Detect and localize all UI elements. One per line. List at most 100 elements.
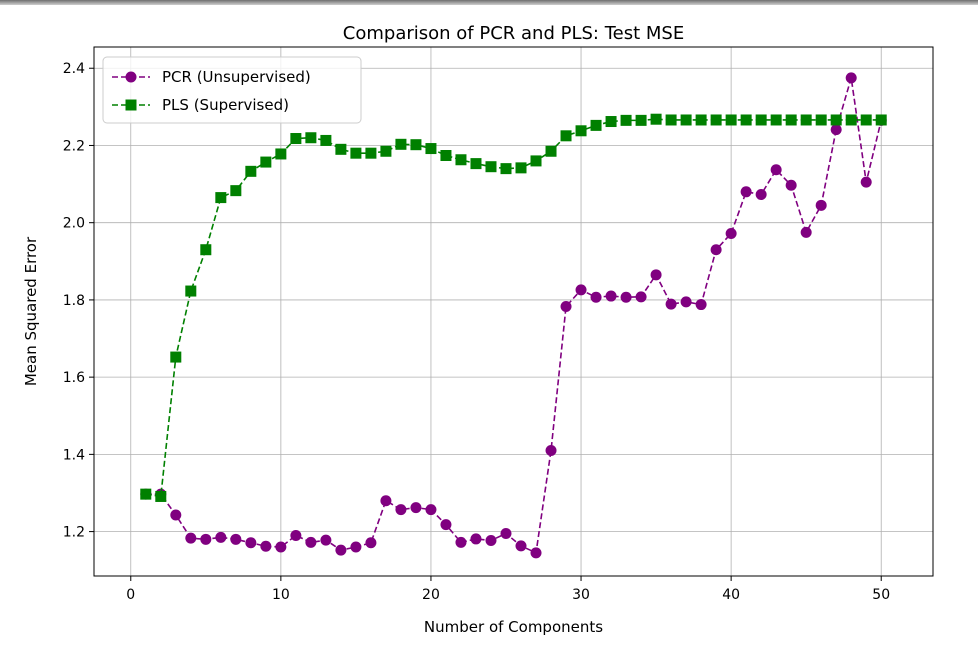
- series-pcr-point: [830, 124, 842, 136]
- series-pls-point: [305, 132, 317, 144]
- series-pls-point: [170, 351, 182, 363]
- series-pcr-point: [560, 300, 572, 312]
- series-pcr-point: [515, 540, 527, 552]
- series-pcr-point: [305, 536, 317, 548]
- series-pls-point: [575, 125, 587, 137]
- series-pls-point: [845, 114, 857, 126]
- plot-frame: [93, 46, 934, 577]
- y-tick-label: 1.6: [63, 370, 85, 386]
- series-pcr-point: [230, 533, 242, 545]
- series-pls-point: [755, 114, 767, 126]
- series-pcr-point: [665, 298, 677, 310]
- series-pls-point: [680, 114, 692, 126]
- series-pcr-point: [605, 290, 617, 302]
- y-tick-label: 1.8: [63, 293, 85, 309]
- legend-pls-marker: [125, 99, 137, 111]
- y-tick-label: 2.4: [63, 61, 85, 77]
- series-pcr-point: [620, 291, 632, 303]
- series-pls-point: [410, 139, 422, 151]
- series-pls-point: [290, 133, 302, 145]
- series-pcr-point: [380, 495, 392, 507]
- series-pls-point: [530, 155, 542, 167]
- series-pls-point: [695, 114, 707, 126]
- series-pcr-point: [260, 540, 272, 552]
- x-axis-label: Number of Components: [424, 618, 603, 636]
- x-tick-label: 40: [722, 587, 740, 603]
- series-pcr-point: [725, 228, 737, 240]
- legend-entry-pls: PLS (Supervised): [112, 96, 289, 114]
- x-tick-label: 50: [872, 587, 890, 603]
- grid: [94, 47, 933, 576]
- series-pcr-point: [290, 529, 302, 541]
- legend-pcr-label: PCR (Unsupervised): [162, 68, 311, 86]
- series-pls-point: [815, 114, 827, 126]
- series-pls-point: [380, 145, 392, 157]
- series-pcr-point: [170, 509, 182, 521]
- series-pcr-point: [590, 291, 602, 303]
- y-tick-label: 2.2: [63, 138, 85, 154]
- series-pcr-point: [650, 269, 662, 281]
- series-pls-point: [590, 119, 602, 131]
- series-pls-point: [500, 163, 512, 175]
- series-pcr-point: [215, 531, 227, 543]
- series-pls-point: [140, 488, 152, 500]
- series-pcr-point: [575, 284, 587, 296]
- series-pls-point: [200, 244, 212, 256]
- series-pls-point: [485, 161, 497, 173]
- series-pls-point: [230, 185, 242, 197]
- series-pcr-point: [485, 534, 497, 546]
- series-pls-point: [770, 114, 782, 126]
- series-pls-point: [425, 143, 437, 155]
- series-pcr-point: [815, 199, 827, 211]
- ticks: 0 10 20 30 40 50 1.2 1.4 1.6 1.8 2.0 2.2 2.4: [63, 61, 890, 603]
- x-tick-label: 20: [422, 587, 440, 603]
- series-pls-point: [215, 192, 227, 204]
- series-pcr-point: [245, 537, 257, 549]
- series-pcr-point: [680, 296, 692, 308]
- series-pcr-point: [740, 186, 752, 198]
- series-pls-point: [605, 116, 617, 128]
- window-top-edge: [0, 0, 978, 5]
- series-pcr-point: [635, 291, 647, 303]
- series-pls-point: [440, 150, 452, 162]
- series-pls-point: [335, 143, 347, 155]
- series-pls-point: [260, 156, 272, 168]
- legend-entry-pcr: PCR (Unsupervised): [112, 68, 311, 86]
- series-pls-point: [365, 147, 377, 159]
- series-pcr-point: [200, 533, 212, 545]
- series-pls-point: [620, 114, 632, 126]
- y-tick-label: 1.2: [63, 525, 85, 541]
- series-pcr-point: [845, 72, 857, 84]
- series-pls-point: [395, 138, 407, 150]
- series-pcr-point: [425, 504, 437, 516]
- series-pls-point: [710, 114, 722, 126]
- x-tick-label: 10: [272, 587, 290, 603]
- series-pls-point: [875, 114, 887, 126]
- series-pcr-point: [365, 537, 377, 549]
- series-pcr-point: [500, 528, 512, 540]
- series-pcr-point: [755, 189, 767, 201]
- series-pls-point: [470, 158, 482, 170]
- series-pcr-point: [710, 244, 722, 256]
- y-tick-label: 2.0: [63, 216, 85, 232]
- series-pls-point: [560, 130, 572, 142]
- legend-pls-label: PLS (Supervised): [162, 96, 289, 114]
- x-tick-label: 0: [126, 587, 135, 603]
- y-axis-label: Mean Squared Error: [22, 236, 40, 386]
- chart-title: Comparison of PCR and PLS: Test MSE: [343, 23, 684, 44]
- series-pls-point: [785, 114, 797, 126]
- series-pls-point: [155, 490, 167, 502]
- series-pcr-point: [185, 532, 197, 544]
- series-pls-point: [650, 113, 662, 125]
- series-pcr-point: [695, 299, 707, 311]
- series-pcr-point: [440, 519, 452, 531]
- series-pls-point: [860, 114, 872, 126]
- series-pcr-point: [350, 541, 362, 553]
- series-pls-point: [725, 114, 737, 126]
- series-pcr-point: [770, 164, 782, 176]
- series-pls-point: [245, 165, 257, 177]
- series-pcr-point: [860, 176, 872, 188]
- series-layer: [140, 72, 887, 559]
- legend: PCR (Unsupervised) PLS (Supervised): [102, 56, 362, 124]
